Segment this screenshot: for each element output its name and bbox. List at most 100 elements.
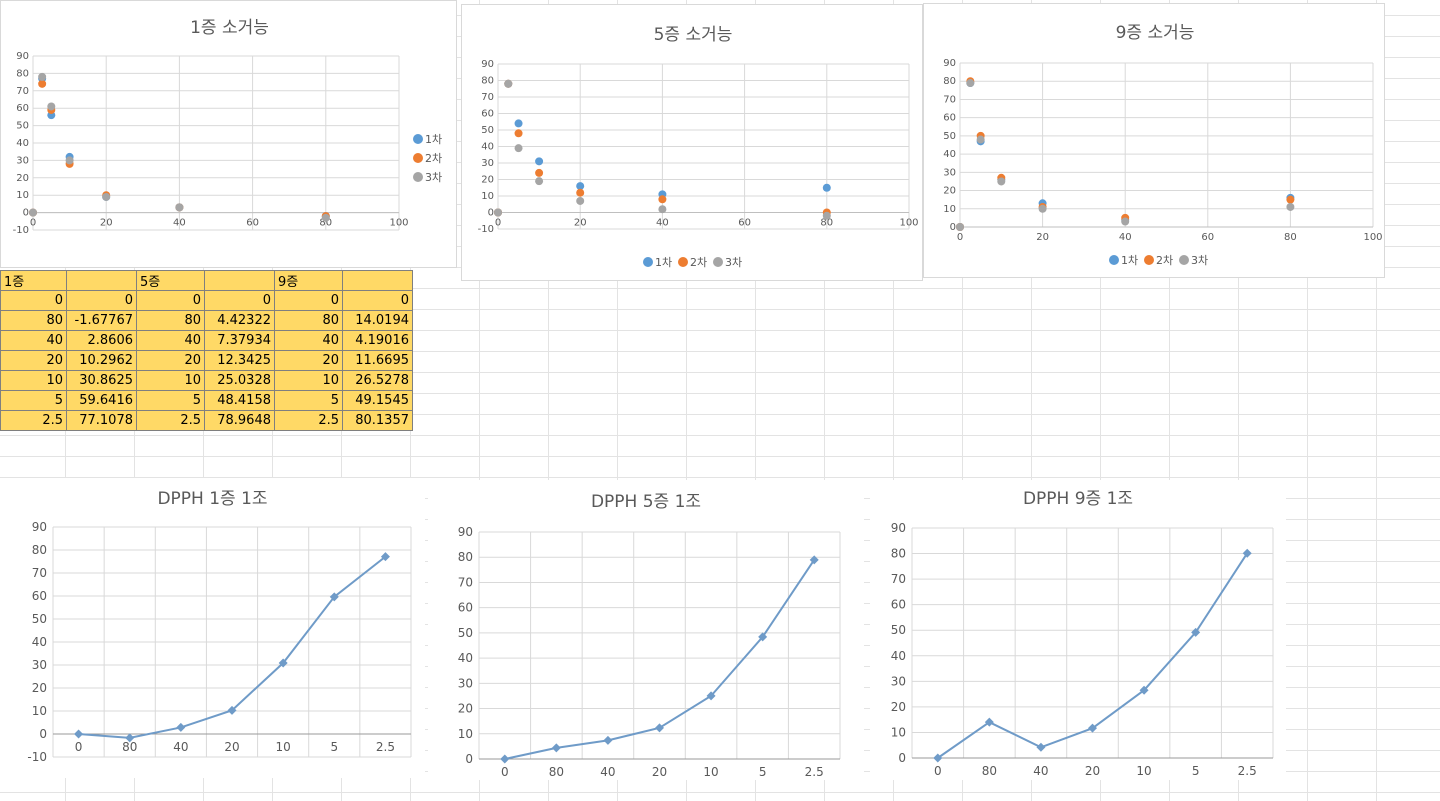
y-tick-label: -10 [478,224,494,235]
x-tick-label: 20 [224,740,239,754]
table-header-cell[interactable]: 9증 [274,270,343,291]
table-cell[interactable]: 5 [274,390,343,411]
y-tick-label: 60 [16,103,29,114]
chart-1-container[interactable]: 1증 소거능 -10 0 10 20 30 40 50 60 70 80 90 0 20 40 60 80 100… [0,0,457,268]
y-tick-label: 30 [891,674,906,688]
table-cell[interactable]: 20 [274,350,343,371]
data-point [514,129,523,138]
line-chart-2: DPPH 5증 1조 0 10 20 30 40 50 60 70 80 90 0 80 40 20 10 5 2… [458,492,841,779]
table-cell[interactable]: 80 [0,310,67,331]
y-tick-label: 40 [32,635,47,649]
y-tick-label: 40 [16,138,29,149]
y-tick-label: 10 [891,725,906,739]
y-tick-label: 80 [481,76,494,87]
x-tick-label: 40 [173,740,188,754]
table-cell[interactable]: 2.5 [0,410,67,431]
table-cell[interactable]: 30.8625 [66,370,137,391]
table-header-cell[interactable] [342,270,413,291]
data-point [514,144,523,153]
table-cell[interactable]: 40 [136,330,205,351]
x-tick-label: 80 [549,765,564,779]
table-header-cell[interactable]: 1증 [0,270,67,291]
table-header-cell[interactable] [66,270,137,291]
legend-label: 1차 [1121,254,1138,267]
x-tick-label: 2.5 [1238,764,1257,778]
table-cell[interactable]: 0 [204,290,275,311]
table-cell[interactable]: 5 [0,390,67,411]
y-tick-label: 20 [891,700,906,714]
table-header-cell[interactable]: 5증 [136,270,205,291]
y-tick-label: 80 [16,68,29,79]
data-point [551,743,561,753]
x-tick-label: 40 [1119,232,1132,243]
table-cell[interactable]: 11.6695 [342,350,413,371]
table-cell[interactable]: 80 [274,310,343,331]
table-cell[interactable]: 10.2962 [66,350,137,371]
table-cell[interactable]: 10 [0,370,67,391]
table-cell[interactable]: 12.3425 [204,350,275,371]
table-cell[interactable]: 0 [342,290,413,311]
table-cell[interactable]: 2.5 [274,410,343,431]
table-cell[interactable]: 0 [274,290,343,311]
data-point [504,79,513,88]
x-tick-label: 60 [246,218,259,229]
y-tick-label: 30 [32,658,47,672]
x-tick-label: 2.5 [805,765,824,779]
chart-3-container[interactable]: 9증 소거능 0 10 20 30 40 50 60 70 80 90 0 20 40 60 80 100 1차 2… [923,3,1385,278]
table-cell[interactable]: 20 [0,350,67,371]
data-point [1286,202,1295,211]
chart-5-container[interactable]: DPPH 5증 1조 0 10 20 30 40 50 60 70 80 90 0 80 40 20 10 5 2… [428,480,864,780]
x-tick-label: 2.5 [376,740,395,754]
table-cell[interactable]: 2.8606 [66,330,137,351]
legend-marker [413,172,423,182]
legend-label: 3차 [725,256,742,269]
y-tick-label: 40 [943,149,956,160]
y-tick-label: 90 [891,521,906,535]
legend-label: 3차 [1191,254,1208,267]
chart-4-container[interactable]: DPPH 1증 1조 -10 0 10 20 30 40 50 60 70 80 90 0 80 40 20 1… [0,478,425,778]
table-cell[interactable]: 40 [0,330,67,351]
table-cell[interactable]: 4.42322 [204,310,275,331]
table-cell[interactable]: 5 [136,390,205,411]
chart-title: 1증 소거능 [190,18,269,38]
table-cell[interactable]: 48.4158 [204,390,275,411]
table-cell[interactable]: 80.1357 [342,410,413,431]
table-cell[interactable]: 80 [136,310,205,331]
y-tick-label: 60 [481,109,494,120]
table-header-cell[interactable] [204,270,275,291]
table-cell[interactable]: 10 [274,370,343,391]
table-cell[interactable]: 20 [136,350,205,371]
x-tick-label: 20 [574,218,587,229]
x-tick-label: 0 [495,218,501,229]
data-point [997,177,1006,186]
y-tick-label: 90 [943,58,956,69]
table-cell[interactable]: 2.5 [136,410,205,431]
table-row: 80 -1.67767 80 4.42322 80 14.0194 [0,310,413,331]
table-cell[interactable]: -1.67767 [66,310,137,331]
table-cell[interactable]: 10 [136,370,205,391]
table-cell[interactable]: 78.9648 [204,410,275,431]
y-tick-label: 10 [481,191,494,202]
table-cell[interactable]: 49.1545 [342,390,413,411]
data-point [984,717,994,727]
table-cell[interactable]: 40 [274,330,343,351]
table-cell[interactable]: 14.0194 [342,310,413,331]
table-cell[interactable]: 0 [66,290,137,311]
table-cell[interactable]: 0 [0,290,67,311]
data-point [966,79,975,88]
table-cell[interactable]: 4.19016 [342,330,413,351]
line-chart-3: DPPH 9증 1조 0 10 20 30 40 50 60 70 80 90 0 80 40 20 10 5 2… [891,489,1274,778]
table-cell[interactable]: 26.5278 [342,370,413,391]
table-cell[interactable]: 77.1078 [66,410,137,431]
table-cell[interactable]: 0 [136,290,205,311]
y-tick-label: 90 [32,520,47,534]
data-point [956,223,964,231]
table-cell[interactable]: 59.6416 [66,390,137,411]
chart-6-container[interactable]: DPPH 9증 1조 0 10 20 30 40 50 60 70 80 90 0 80 40 20 10 5 2… [870,480,1286,780]
table-cell[interactable]: 7.37934 [204,330,275,351]
y-tick-label: 10 [32,704,47,718]
table-cell[interactable]: 25.0328 [204,370,275,391]
chart-2-container[interactable]: 5증 소거능 -10 0 10 20 30 40 50 60 70 80 90 0 20 40 60 80 100… [461,4,923,281]
x-tick-label: 40 [600,765,615,779]
